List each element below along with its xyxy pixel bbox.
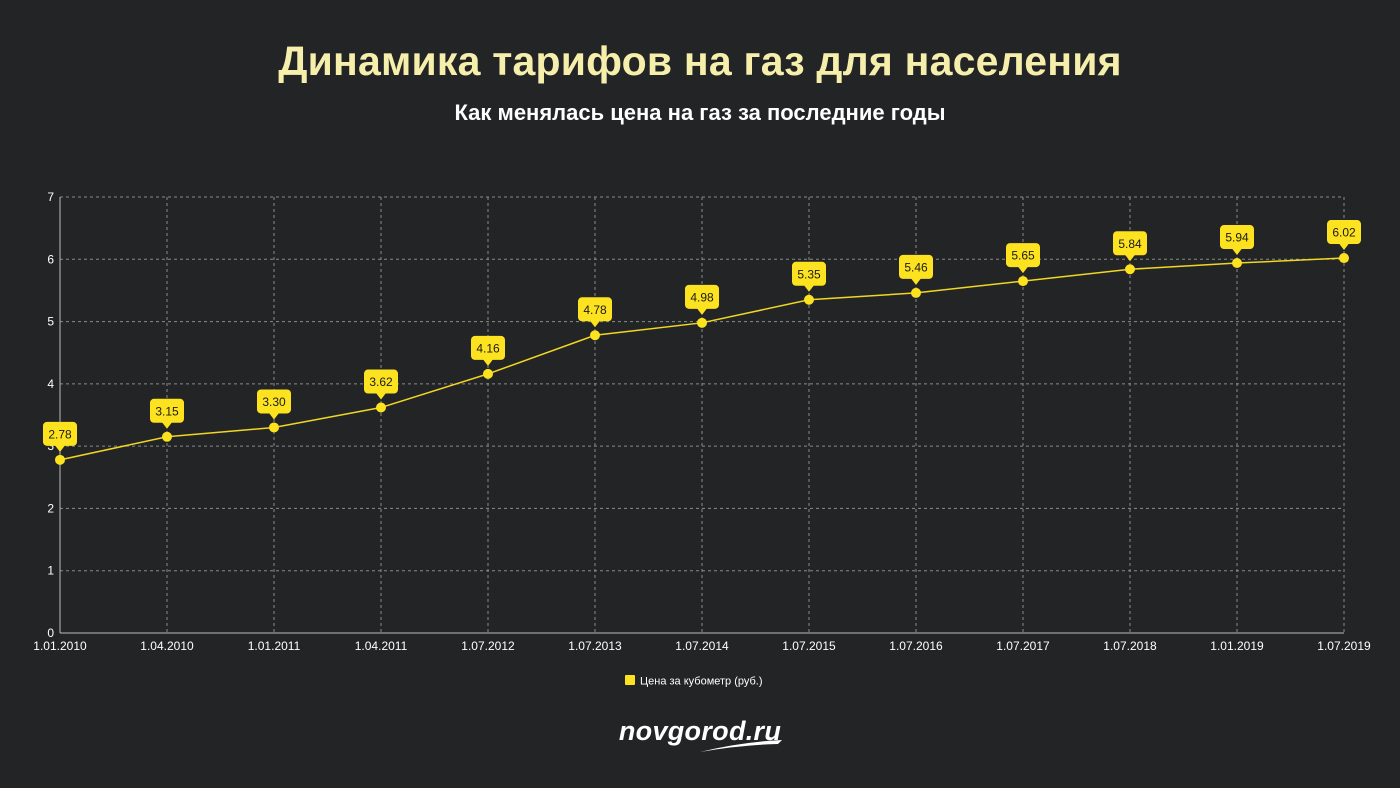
data-label: 3.30 (257, 389, 291, 420)
data-label-text: 4.78 (583, 303, 607, 317)
y-tick-label: 7 (47, 190, 54, 204)
data-label-box (1113, 231, 1147, 256)
data-point[interactable] (1339, 253, 1349, 264)
data-label-pointer (1339, 243, 1349, 251)
data-label: 5.84 (1113, 231, 1147, 262)
data-label-box (1220, 225, 1254, 250)
data-label-text: 3.15 (155, 404, 179, 418)
data-label-box (685, 284, 719, 309)
x-tick-label: 1.04.2011 (355, 639, 408, 653)
x-tick-label: 1.07.2018 (1103, 639, 1157, 653)
data-label-box (150, 398, 184, 423)
data-label: 4.98 (685, 284, 719, 315)
data-label-pointer (1125, 254, 1135, 262)
legend: Цена за кубометр (руб.) (625, 675, 763, 688)
data-label-text: 5.65 (1011, 249, 1035, 263)
data-label-box (471, 335, 505, 360)
data-label-pointer (162, 422, 172, 429)
data-point[interactable] (590, 330, 600, 341)
chart-title: Динамика тарифов на газ для населения (278, 38, 1122, 84)
data-label: 2.78 (43, 421, 77, 452)
data-label-pointer (483, 359, 493, 366)
legend-swatch (625, 675, 635, 685)
axes: 0 1 2 3 4 5 6 7 1.01.2010 1.04.2010 1.01.2011 1.04.… (33, 190, 1371, 653)
data-label-pointer (269, 412, 279, 420)
data-label: 6.02 (1327, 220, 1361, 251)
x-tick-label: 1.07.2015 (782, 639, 836, 653)
data-label-box (792, 261, 826, 286)
data-point[interactable] (911, 287, 921, 298)
data-label-pointer (590, 320, 600, 328)
legend-label[interactable]: Цена за кубометр (руб.) (640, 676, 763, 688)
data-label: 5.46 (899, 254, 933, 285)
data-label-pointer (1018, 266, 1028, 274)
brand-logo: novgorod.ru (618, 716, 782, 746)
x-tick-label: 1.07.2014 (675, 639, 729, 653)
data-label: 5.35 (792, 261, 826, 292)
data-label-text: 5.35 (797, 267, 821, 281)
y-tick-label: 6 (47, 252, 54, 266)
data-label-pointer (911, 278, 921, 285)
x-tick-label: 1.07.2019 (1317, 639, 1371, 653)
data-point[interactable] (483, 368, 493, 379)
data-label-box (43, 421, 77, 446)
data-point[interactable] (804, 294, 814, 305)
chart-subtitle: Как менялась цена на газ за последние го… (454, 100, 946, 125)
logo-swoosh-icon (700, 740, 782, 752)
x-tick-label: 1.07.2016 (889, 639, 943, 653)
data-point[interactable] (55, 454, 65, 465)
y-tick-label: 2 (47, 501, 54, 515)
data-label-box (257, 389, 291, 414)
data-label-text: 5.46 (904, 260, 928, 274)
data-point[interactable] (1232, 258, 1242, 269)
x-tick-label: 1.04.2010 (140, 639, 194, 653)
data-label-text: 5.94 (1225, 231, 1249, 245)
x-tick-label: 1.01.2010 (33, 639, 87, 653)
data-labels: 2.78 3.15 3.30 3.62 4.16 4.78 4.98 5.35 5.46 5.65… (43, 220, 1361, 452)
data-label-box (899, 254, 933, 279)
data-label-pointer (804, 285, 814, 292)
data-point[interactable] (1125, 264, 1135, 275)
data-label-pointer (1232, 248, 1242, 256)
data-label-text: 4.16 (476, 341, 500, 355)
data-point[interactable] (162, 431, 172, 442)
data-label-text: 3.62 (369, 375, 393, 389)
data-label-text: 4.98 (690, 290, 714, 304)
y-tick-label: 3 (47, 439, 54, 453)
data-label: 5.65 (1006, 243, 1040, 274)
data-label: 4.16 (471, 335, 505, 366)
data-point[interactable] (697, 317, 707, 328)
y-tick-label: 5 (47, 315, 54, 329)
grid (59, 196, 1345, 633)
x-tick-label: 1.07.2017 (996, 639, 1050, 653)
data-label-pointer (376, 393, 386, 400)
data-label-pointer (697, 308, 707, 315)
data-label-box (364, 369, 398, 394)
data-label-pointer (55, 445, 65, 452)
data-label-box (1327, 220, 1361, 245)
y-tick-label: 4 (47, 377, 54, 391)
data-label-text: 2.78 (48, 427, 72, 441)
data-label-box (1006, 243, 1040, 268)
y-tick-label: 1 (47, 564, 54, 578)
data-point[interactable] (269, 422, 279, 433)
x-tick-label: 1.07.2012 (461, 639, 515, 653)
data-label: 4.78 (578, 297, 612, 328)
data-points (55, 253, 1349, 465)
y-tick-label: 0 (47, 626, 54, 640)
data-label-box (578, 297, 612, 322)
data-point[interactable] (1018, 276, 1028, 287)
x-tick-label: 1.01.2011 (248, 639, 301, 653)
data-label: 3.62 (364, 369, 398, 400)
data-label-text: 3.30 (262, 395, 286, 409)
data-point[interactable] (376, 402, 386, 413)
data-label-text: 5.84 (1118, 237, 1142, 251)
data-label-text: 6.02 (1332, 226, 1356, 240)
x-tick-label: 1.07.2013 (568, 639, 622, 653)
x-tick-label: 1.01.2019 (1210, 639, 1264, 653)
data-label: 3.15 (150, 398, 184, 429)
data-label: 5.94 (1220, 225, 1254, 256)
